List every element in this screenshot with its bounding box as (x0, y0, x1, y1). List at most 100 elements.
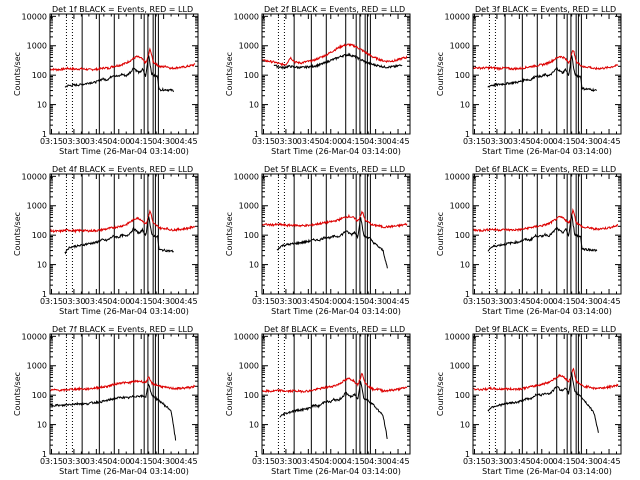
plot-frame (49, 173, 199, 295)
plot-frame (472, 173, 622, 295)
x-tick-label: 03:30 (274, 297, 297, 306)
x-tick-label: 03:45 (508, 297, 531, 306)
y-tick-label: 1 (465, 130, 470, 139)
x-tick-label: 04:00 (319, 457, 342, 466)
panel-det-5: Det 5f BLACK = Events, RED = LLD 1 10 100 10… (225, 165, 411, 316)
x-tick-label: 04:00 (530, 457, 553, 466)
x-tick-label: 04:30 (152, 297, 175, 306)
x-tick-label: 03:45 (297, 137, 320, 146)
events-series-line (49, 383, 177, 441)
y-tick-label: 100 (244, 71, 259, 80)
y-tick-label: 100 (244, 231, 259, 240)
x-tick-label: 03:30 (274, 137, 297, 146)
x-axis-label: Start Time (26-Mar-04 03:14:00) (482, 307, 612, 316)
y-tick-label: 10 (37, 101, 47, 110)
x-tick-label: 04:15 (553, 457, 576, 466)
y-tick-label: 10000 (234, 332, 259, 341)
events-series-line (279, 381, 388, 439)
plot-frame (472, 333, 622, 455)
panel-det-6: Det 6f BLACK = Events, RED = LLD 1 10 100 10… (436, 165, 622, 316)
x-tick-label: 04:00 (530, 137, 553, 146)
x-tick-label: 04:15 (342, 297, 365, 306)
y-axis-label: Counts/sec (436, 212, 445, 256)
x-tick-label: 04:15 (342, 457, 365, 466)
y-tick-label: 10000 (445, 12, 470, 21)
plot-frame (49, 333, 199, 455)
y-tick-label: 1 (254, 450, 259, 459)
lld-series-line (49, 47, 196, 72)
x-tick-label: 04:45 (598, 297, 621, 306)
panel-title: Det 3f BLACK = Events, RED = LLD (475, 5, 616, 14)
x-tick-label: 03:45 (85, 137, 108, 146)
panel-det-4: Det 4f BLACK = Events, RED = LLD 1 10 100 10… (13, 165, 199, 316)
y-tick-label: 100 (455, 71, 470, 80)
x-tick-label: 04:15 (342, 137, 365, 146)
x-tick-label: 03:45 (297, 297, 320, 306)
lld-series-line (472, 49, 619, 72)
x-axis-label: Start Time (26-Mar-04 03:14:00) (482, 147, 612, 156)
x-tick-label: 04:45 (175, 457, 198, 466)
x-tick-label: 04:00 (530, 297, 553, 306)
y-tick-label: 1 (42, 290, 47, 299)
y-tick-label: 10 (37, 261, 47, 270)
events-series-line (487, 214, 598, 253)
x-tick-label: 03:30 (485, 137, 508, 146)
y-tick-label: 1 (42, 450, 47, 459)
y-axis-label: Counts/sec (225, 52, 234, 96)
panel-title: Det 7f BLACK = Events, RED = LLD (52, 325, 193, 334)
x-tick-label: 03:45 (508, 457, 531, 466)
y-tick-label: 10000 (234, 12, 259, 21)
x-tick-label: 04:45 (387, 457, 410, 466)
x-tick-label: 04:30 (575, 457, 598, 466)
events-series-line (64, 55, 174, 93)
y-tick-label: 10 (249, 261, 259, 270)
lld-series-line (472, 208, 618, 233)
x-tick-label: 04:15 (553, 137, 576, 146)
x-tick-label: 04:00 (319, 137, 342, 146)
plot-frame (472, 13, 622, 135)
x-axis-label: Start Time (26-Mar-04 03:14:00) (59, 147, 189, 156)
y-tick-label: 10 (460, 261, 470, 270)
y-axis-label: Counts/sec (13, 52, 22, 96)
plot-frame (49, 13, 199, 135)
x-tick-label: 04:30 (364, 297, 387, 306)
y-tick-label: 10000 (22, 172, 47, 181)
x-tick-label: 03:45 (85, 297, 108, 306)
lld-series-line (49, 209, 196, 234)
y-tick-label: 10000 (22, 12, 47, 21)
y-tick-label: 1000 (450, 42, 470, 51)
x-tick-label: 03:15 (40, 137, 63, 146)
x-tick-label: 04:30 (575, 297, 598, 306)
y-axis-label: Counts/sec (225, 372, 234, 416)
events-series-line (487, 372, 599, 433)
x-tick-label: 04:00 (107, 297, 130, 306)
x-tick-label: 04:00 (107, 137, 130, 146)
y-axis-label: Counts/sec (13, 212, 22, 256)
panel-title: Det 6f BLACK = Events, RED = LLD (475, 165, 616, 174)
x-tick-label: 04:45 (175, 137, 198, 146)
x-axis-label: Start Time (26-Mar-04 03:14:00) (271, 467, 401, 476)
x-tick-label: 04:30 (152, 457, 175, 466)
x-tick-label: 04:45 (598, 137, 621, 146)
x-tick-label: 04:45 (387, 137, 410, 146)
lld-series-line (49, 376, 196, 393)
x-tick-label: 03:15 (463, 457, 486, 466)
events-series-line (64, 216, 174, 255)
y-tick-label: 1 (465, 290, 470, 299)
panel-title: Det 1f BLACK = Events, RED = LLD (52, 5, 193, 14)
panel-title: Det 5f BLACK = Events, RED = LLD (264, 165, 405, 174)
panel-det-3: Det 3f BLACK = Events, RED = LLD 1 10 100 10… (436, 5, 622, 156)
lld-series-line (261, 372, 408, 394)
x-tick-label: 03:45 (85, 457, 108, 466)
x-axis-label: Start Time (26-Mar-04 03:14:00) (482, 467, 612, 476)
x-tick-label: 03:45 (508, 137, 531, 146)
panel-det-2: Det 2f BLACK = Events, RED = LLD 1 10 100 10… (225, 5, 411, 156)
x-tick-label: 03:15 (463, 297, 486, 306)
x-tick-label: 04:00 (319, 297, 342, 306)
y-tick-label: 1000 (27, 42, 47, 51)
y-tick-label: 1000 (27, 362, 47, 371)
x-tick-label: 04:30 (152, 137, 175, 146)
y-tick-label: 1 (254, 130, 259, 139)
y-tick-label: 100 (32, 391, 47, 400)
